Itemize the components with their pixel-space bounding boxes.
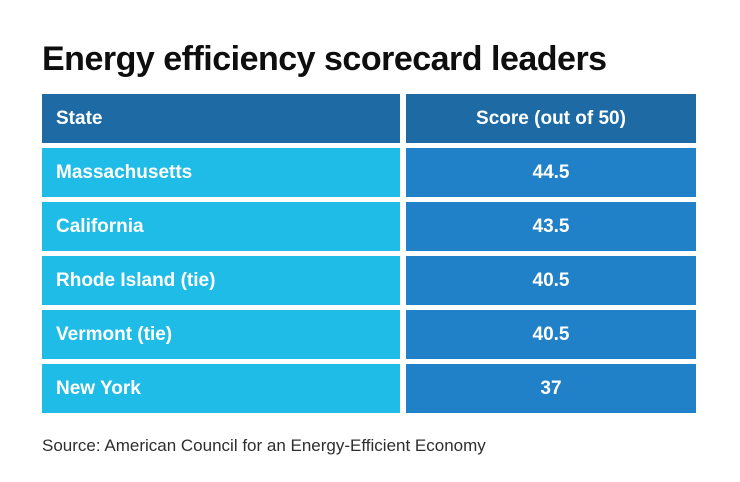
column-header-score: Score (out of 50) [406,94,696,143]
table-row-state: Vermont (tie) [42,310,400,359]
table-row-score: 37 [406,364,696,413]
table-row-score: 40.5 [406,256,696,305]
source-attribution: Source: American Council for an Energy-E… [42,436,486,455]
page-title: Energy efficiency scorecard leaders [42,39,607,78]
table-row-state: Massachusetts [42,148,400,197]
table-row-state: New York [42,364,400,413]
table-row-state: Rhode Island (tie) [42,256,400,305]
table-row-score: 44.5 [406,148,696,197]
table-row-score: 43.5 [406,202,696,251]
table-row-state: California [42,202,400,251]
table-row-score: 40.5 [406,310,696,359]
scorecard-table: State Score (out of 50) Massachusetts 44… [42,94,696,413]
content-wrap: Energy efficiency scorecard leaders Stat… [42,39,696,455]
column-header-state: State [42,94,400,143]
